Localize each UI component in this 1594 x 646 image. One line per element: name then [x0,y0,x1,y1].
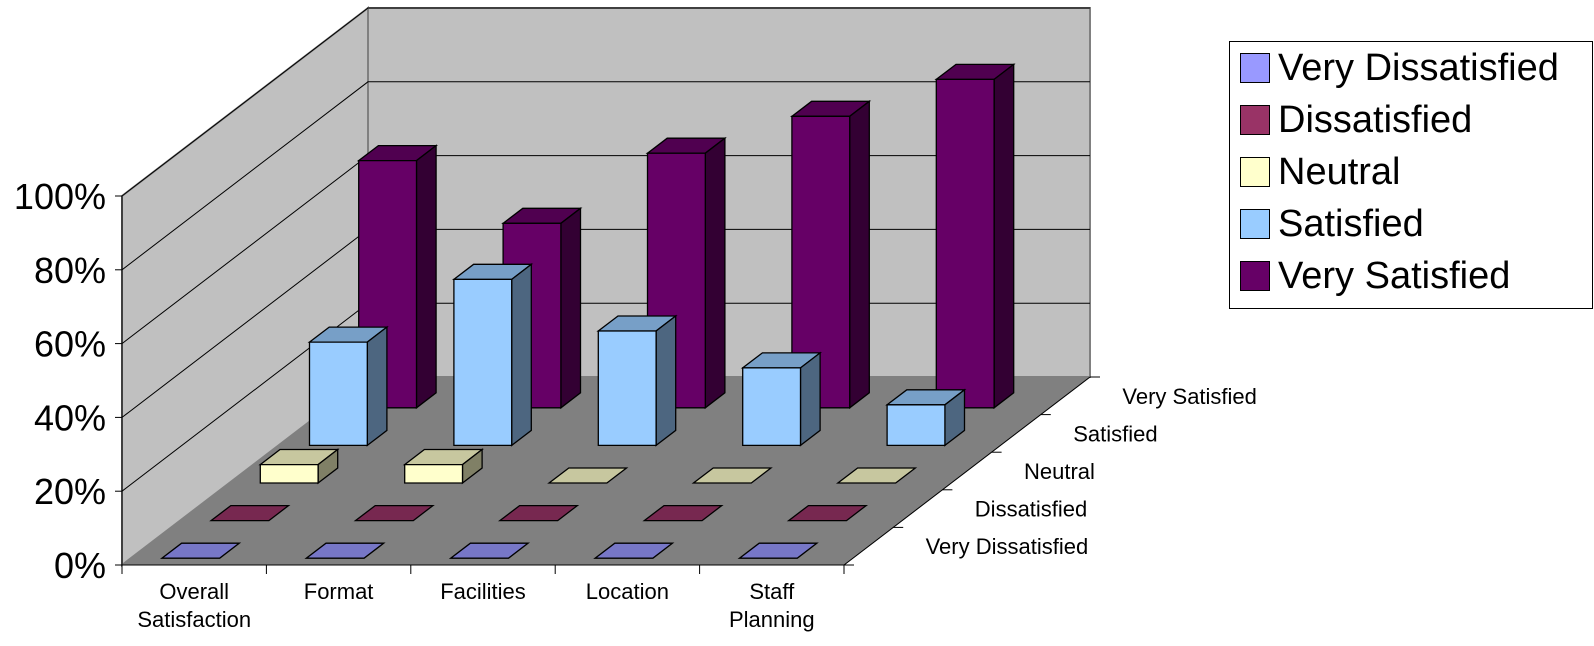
gridline [121,81,1090,271]
x-tick-label-line: Location [586,579,669,604]
bar-front [935,78,995,409]
bar [448,542,531,559]
x-tick-label-line: Facilities [440,579,526,604]
bar [740,351,823,447]
depth-label: Very Dissatisfied [926,534,1089,559]
bar [835,467,918,484]
bar-top [209,504,291,522]
bar-side [511,262,532,447]
bar-side [560,206,582,410]
bar-top [737,542,819,559]
legend-swatch [1240,261,1270,291]
x-tick-label: Format [304,579,374,604]
legend-label: Very Satisfied [1278,254,1511,297]
legend-label: Neutral [1278,150,1401,193]
x-tick-label: Location [586,579,669,604]
bar [258,448,340,485]
bar [402,448,485,485]
bar-top [304,542,386,559]
bar-top [786,504,869,522]
bar-front [308,341,368,447]
bar [885,388,967,447]
x-tick-label-line: Planning [729,607,815,632]
bar-front [259,463,319,484]
x-tick-label-line: Satisfaction [137,607,251,632]
depth-label: Very Satisfied [1122,384,1257,409]
bar-top [547,467,629,484]
bar [786,504,869,522]
bar-front [597,330,657,447]
depth-label: Neutral [1024,459,1095,484]
bar-top [159,542,242,559]
chart-axes [115,195,1100,574]
bar-front [742,367,802,447]
bar [691,467,773,484]
y-tick-label: 40% [34,397,106,438]
bar-top [593,542,675,559]
x-tick-label: Staff Planning [729,579,815,632]
bar [497,504,580,522]
depth-label: Satisfied [1073,421,1157,446]
x-tick-label-line: Format [304,579,374,604]
bar-side [849,99,870,410]
bar-top [448,542,531,559]
legend-swatch [1240,209,1270,239]
bar-side [993,63,1015,410]
bar [789,99,872,410]
y-tick-label: 100% [14,176,106,217]
legend-item-satisfied: Satisfied [1240,198,1424,250]
bar-side [415,144,437,410]
x-tick-label: Facilities [440,579,526,604]
legend-item-very-dissatisfied: Very Dissatisfied [1240,42,1559,94]
legend-item-dissatisfied: Dissatisfied [1240,94,1472,146]
bar [353,504,435,522]
bar-front [791,115,851,409]
x-tick-label-line: Overall [159,579,229,604]
bar [547,467,629,484]
bar [593,542,675,559]
bar [934,63,1016,410]
bar-top [353,504,435,522]
bar-side [366,325,388,447]
legend-item-very-satisfied: Very Satisfied [1240,250,1510,302]
y-tick-label: 80% [34,250,106,291]
legend-label: Dissatisfied [1278,98,1473,141]
legend-label: Very Dissatisfied [1278,46,1559,89]
bar [642,504,724,522]
legend-swatch [1240,53,1270,83]
bar-top [642,504,724,522]
depth-axis [843,376,1091,566]
chart-labels: 0% 20% 40% 60% 80% 100% Overall Satisfaction For… [14,176,1257,632]
bar-top [835,467,918,484]
x-tick-label: Overall Satisfaction [137,579,251,632]
bar [451,262,534,447]
chart-legend: Very Dissatisfied Dissatisfied Neutral S… [1229,41,1593,309]
bar-front [886,404,946,447]
x-tick-label-line: Staff [749,579,795,604]
bar-front [404,463,464,484]
bar-front [453,278,513,447]
bar-side [704,136,726,410]
y-tick-label: 60% [34,324,106,365]
y-tick-label: 20% [34,471,106,512]
bar-top [691,467,773,484]
bar-side [799,351,821,447]
bar [307,325,389,447]
gridline [121,7,1090,197]
legend-item-neutral: Neutral [1240,146,1401,198]
bar-side [655,314,677,447]
bar [304,542,386,559]
bar [209,504,291,522]
depth-label: Dissatisfied [975,497,1087,522]
bar [737,542,819,559]
legend-swatch [1240,157,1270,187]
chart-bars [159,63,1016,559]
bar [159,542,242,559]
bar-top [497,504,580,522]
bar [596,314,678,447]
legend-label: Satisfied [1278,202,1424,245]
y-tick-label: 0% [54,545,106,586]
legend-swatch [1240,105,1270,135]
